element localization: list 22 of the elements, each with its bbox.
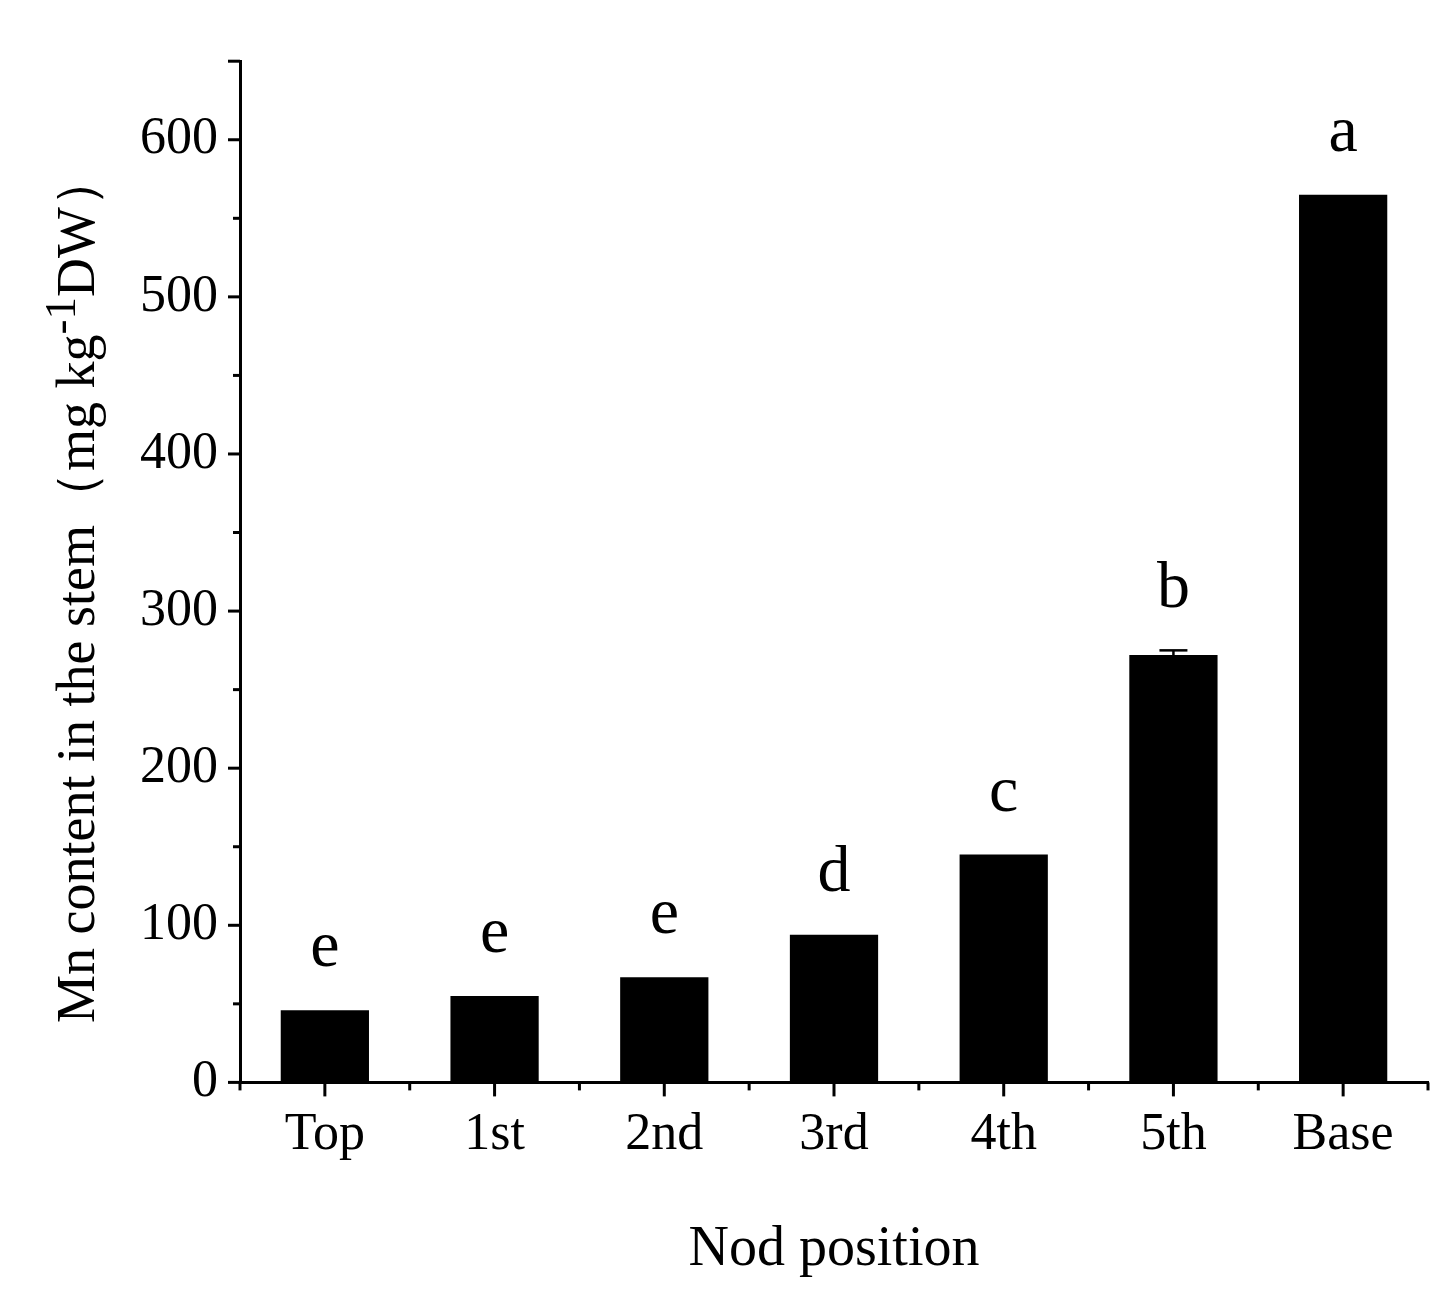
y-tick-label: 500 bbox=[140, 264, 218, 322]
x-tick-label: Base bbox=[1292, 1103, 1394, 1161]
annotation: e bbox=[310, 907, 340, 981]
annotation: b bbox=[1156, 547, 1190, 621]
y-tick-label: 600 bbox=[140, 107, 218, 165]
x-axis-title: Nod position bbox=[688, 1215, 980, 1278]
y-tick-label: 0 bbox=[192, 1050, 218, 1108]
y-tick-label: 400 bbox=[140, 421, 218, 479]
annotation: a bbox=[1328, 92, 1358, 166]
x-tick-label: 3rd bbox=[799, 1103, 869, 1161]
y-tick-label: 200 bbox=[140, 735, 218, 793]
x-tick-label: 4th bbox=[970, 1103, 1037, 1161]
y-tick-label: 100 bbox=[140, 892, 218, 950]
x-tick-label: 1st bbox=[464, 1103, 526, 1161]
annotation: d bbox=[817, 832, 851, 906]
x-tick-label: Top bbox=[284, 1103, 365, 1161]
x-tick-label: 2nd bbox=[625, 1103, 704, 1161]
y-tick-label: 300 bbox=[140, 578, 218, 636]
annotation: e bbox=[479, 893, 510, 967]
annotation: c bbox=[989, 751, 1019, 825]
x-tick-label: 5th bbox=[1140, 1103, 1207, 1161]
annotation: e bbox=[649, 874, 679, 948]
